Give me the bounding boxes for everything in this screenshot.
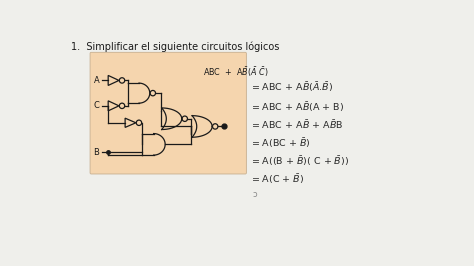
Text: B: B <box>93 148 100 156</box>
Text: = ABC + A$\bar{B}$(A + B): = ABC + A$\bar{B}$(A + B) <box>251 100 345 114</box>
Text: = ABC + A$\bar{B}$ + A$\bar{B}$B: = ABC + A$\bar{B}$ + A$\bar{B}$B <box>251 118 344 131</box>
Text: ↄ: ↄ <box>252 190 257 199</box>
Text: = A((B + $\bar{B}$)( C + $\bar{B}$)): = A((B + $\bar{B}$)( C + $\bar{B}$)) <box>251 153 349 168</box>
Text: = ABC + A$\bar{B}$($\bar{A}$.$\bar{B}$): = ABC + A$\bar{B}$($\bar{A}$.$\bar{B}$) <box>251 80 334 94</box>
Text: = A(BC + $\bar{B}$): = A(BC + $\bar{B}$) <box>251 136 311 150</box>
Text: ABC  +  A$\bar{B}$($\bar{A}$ $\bar{C}$): ABC + A$\bar{B}$($\bar{A}$ $\bar{C}$) <box>203 65 268 79</box>
Text: 1.  Simplificar el siguiente circuitos lógicos: 1. Simplificar el siguiente circuitos ló… <box>71 41 280 52</box>
Text: = A(C + $\bar{B}$): = A(C + $\bar{B}$) <box>251 172 305 186</box>
Text: C: C <box>93 101 100 110</box>
FancyBboxPatch shape <box>90 52 246 174</box>
Text: A: A <box>93 76 99 85</box>
